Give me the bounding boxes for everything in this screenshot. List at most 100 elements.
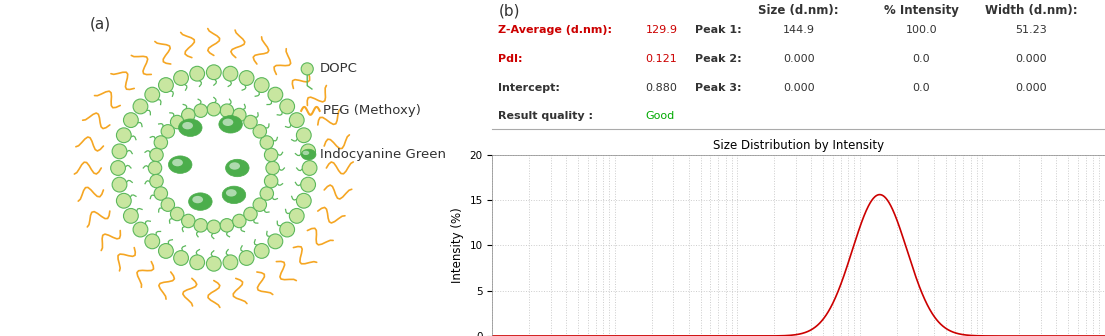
Text: Good: Good (645, 111, 675, 121)
Circle shape (269, 234, 283, 249)
Text: 0.000: 0.000 (1015, 54, 1048, 64)
Text: 0.000: 0.000 (782, 83, 814, 93)
Text: Indocyanine Green: Indocyanine Green (319, 148, 445, 161)
Circle shape (254, 78, 270, 92)
Text: Z-Average (d.nm):: Z-Average (d.nm): (498, 25, 612, 35)
Text: 51.23: 51.23 (1015, 25, 1048, 35)
Circle shape (220, 219, 233, 232)
Y-axis label: Intensity (%): Intensity (%) (451, 208, 464, 283)
Ellipse shape (229, 162, 240, 170)
Circle shape (181, 108, 194, 122)
Circle shape (254, 244, 270, 258)
Circle shape (253, 125, 266, 138)
Circle shape (170, 207, 183, 221)
Ellipse shape (168, 156, 192, 173)
Text: 0.121: 0.121 (645, 54, 677, 64)
Ellipse shape (225, 159, 249, 177)
Circle shape (112, 177, 127, 192)
Text: 0.000: 0.000 (1015, 83, 1048, 93)
Ellipse shape (219, 116, 242, 133)
Circle shape (239, 251, 254, 265)
Circle shape (154, 136, 168, 149)
Circle shape (190, 66, 204, 81)
Circle shape (290, 113, 304, 128)
Text: Width (d.nm):: Width (d.nm): (986, 4, 1077, 17)
Circle shape (223, 255, 238, 270)
Circle shape (253, 198, 266, 211)
Text: PdI:: PdI: (498, 54, 523, 64)
Circle shape (154, 187, 168, 200)
Circle shape (161, 198, 175, 211)
Circle shape (244, 207, 257, 221)
Circle shape (296, 193, 312, 208)
Ellipse shape (303, 151, 309, 155)
Circle shape (133, 222, 148, 237)
Text: Intercept:: Intercept: (498, 83, 560, 93)
Circle shape (207, 102, 221, 116)
Text: 0.880: 0.880 (645, 83, 677, 93)
Circle shape (301, 144, 316, 159)
Circle shape (190, 255, 204, 270)
Ellipse shape (222, 186, 245, 204)
Circle shape (124, 208, 138, 223)
Circle shape (133, 99, 148, 114)
Text: 129.9: 129.9 (645, 25, 677, 35)
Circle shape (264, 148, 277, 162)
Circle shape (233, 108, 246, 122)
Text: PEG (Methoxy): PEG (Methoxy) (323, 104, 421, 117)
Circle shape (150, 148, 164, 162)
Text: DOPC: DOPC (319, 62, 358, 75)
Circle shape (158, 244, 173, 258)
Circle shape (260, 187, 274, 200)
Text: Result quality :: Result quality : (498, 111, 593, 121)
Circle shape (194, 104, 208, 117)
Circle shape (233, 214, 246, 228)
Circle shape (280, 222, 295, 237)
Circle shape (302, 161, 317, 175)
Circle shape (145, 234, 159, 249)
Text: 144.9: 144.9 (782, 25, 814, 35)
Circle shape (290, 208, 304, 223)
Circle shape (260, 136, 274, 149)
Ellipse shape (182, 122, 193, 129)
Ellipse shape (225, 189, 236, 197)
Circle shape (124, 113, 138, 127)
Circle shape (158, 78, 173, 92)
Ellipse shape (189, 193, 212, 210)
Circle shape (223, 66, 238, 81)
Text: Peak 3:: Peak 3: (695, 83, 741, 93)
Text: Size (d.nm):: Size (d.nm): (758, 4, 839, 17)
Circle shape (269, 87, 283, 102)
Text: 0.0: 0.0 (913, 83, 930, 93)
Circle shape (150, 174, 164, 188)
Circle shape (116, 193, 131, 208)
Circle shape (173, 71, 189, 85)
Circle shape (220, 104, 233, 117)
Circle shape (296, 128, 312, 143)
Circle shape (112, 144, 127, 159)
Text: Peak 2:: Peak 2: (695, 54, 741, 64)
Circle shape (148, 161, 161, 175)
Circle shape (302, 63, 314, 75)
Circle shape (145, 87, 159, 102)
Circle shape (161, 125, 175, 138)
Ellipse shape (172, 159, 183, 166)
Text: 100.0: 100.0 (905, 25, 937, 35)
Text: 0.000: 0.000 (782, 54, 814, 64)
Circle shape (194, 219, 208, 232)
Ellipse shape (302, 149, 316, 160)
Circle shape (264, 174, 277, 188)
Text: (b): (b) (498, 4, 520, 19)
Circle shape (110, 161, 126, 175)
Circle shape (181, 214, 194, 228)
Circle shape (280, 99, 295, 114)
Circle shape (244, 115, 257, 129)
Text: (a): (a) (90, 17, 111, 32)
Ellipse shape (179, 119, 202, 136)
Circle shape (301, 177, 316, 192)
Circle shape (207, 65, 221, 80)
Title: Size Distribution by Intensity: Size Distribution by Intensity (713, 139, 884, 152)
Text: % Intensity: % Intensity (884, 4, 959, 17)
Ellipse shape (222, 119, 233, 126)
Circle shape (239, 71, 254, 85)
